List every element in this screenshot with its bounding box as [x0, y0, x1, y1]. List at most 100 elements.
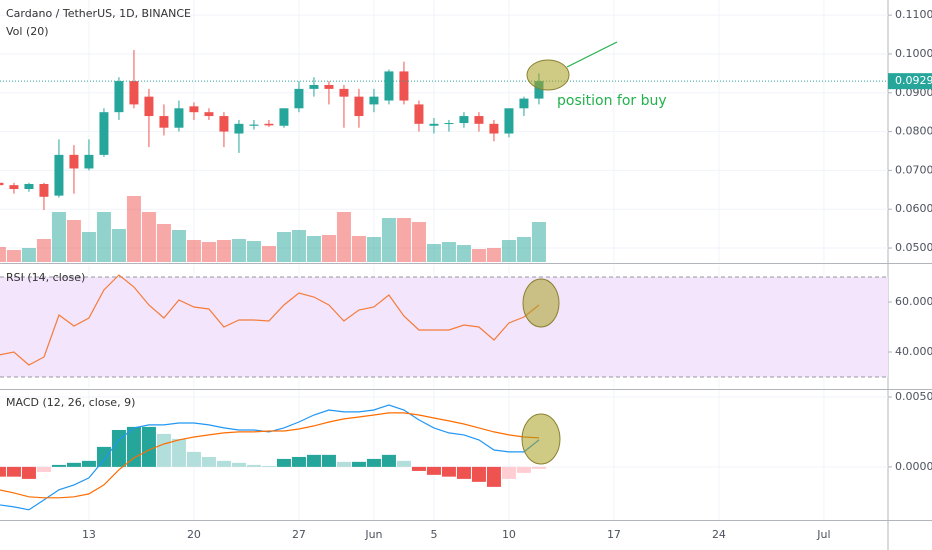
macd-histogram-bar: [96, 446, 111, 467]
x-tick-label: 27: [292, 528, 306, 541]
candle-body: [54, 154, 64, 196]
candle-body: [189, 106, 199, 113]
candle-body: [384, 71, 394, 101]
volume-bar: [0, 247, 6, 262]
macd-histogram-bar: [456, 466, 471, 479]
macd-histogram-bar: [81, 460, 96, 467]
candle-body: [309, 85, 319, 89]
x-tick-label: 24: [712, 528, 726, 541]
macd-histogram-bar: [276, 458, 291, 467]
x-tick-label: 10: [502, 528, 516, 541]
candle-body: [69, 154, 79, 169]
macd-histogram-bar: [201, 456, 216, 467]
candle-body: [204, 112, 214, 117]
y-tick-label: 0.11000: [895, 8, 932, 21]
signal-line: [0, 412, 540, 499]
volume-bar: [501, 240, 516, 262]
macd-histogram-bar: [351, 461, 366, 467]
volume-bar: [321, 235, 336, 262]
macd-histogram-bar: [486, 466, 501, 487]
volume-title: Vol (20): [6, 25, 49, 38]
candle-body: [234, 123, 244, 134]
volume-bar: [216, 240, 231, 262]
volume-bar: [291, 230, 306, 262]
macd-histogram-bar: [0, 466, 6, 477]
candle-body: [0, 182, 4, 186]
candle-body: [489, 123, 499, 134]
candle-body: [84, 154, 94, 169]
rsi-line: [0, 274, 540, 366]
rsi-title: RSI (14, close): [6, 271, 85, 284]
macd-histogram-bar: [291, 456, 306, 467]
candle-body: [519, 98, 529, 109]
macd-histogram-bar: [381, 454, 396, 467]
x-tick-label: Jun: [364, 528, 382, 541]
annotation: position for buy: [557, 93, 667, 109]
macd-histogram-bar: [261, 465, 276, 467]
macd-histogram-bar: [501, 466, 516, 479]
volume-bar: [186, 240, 201, 262]
overlay: [521, 41, 618, 465]
candle-body: [324, 85, 334, 89]
x-tick-label: 5: [430, 528, 437, 541]
macd-histogram-bar: [21, 466, 36, 479]
candle-body: [114, 81, 124, 113]
x-tick-label: 17: [607, 528, 621, 541]
volume-bar: [441, 242, 456, 262]
macd-histogram-bar: [366, 458, 381, 467]
volume-bar: [6, 250, 21, 262]
volume-bar: [36, 239, 51, 262]
candle-body: [534, 81, 544, 99]
macd-histogram-bar: [66, 462, 81, 467]
candle-body: [264, 123, 274, 126]
macd-histogram-bar: [126, 426, 141, 467]
macd-histogram-bar: [171, 438, 186, 467]
candle-body: [294, 88, 304, 109]
macd-histogram-bar: [156, 433, 171, 467]
volume-bar: [141, 212, 156, 262]
volume-bar: [81, 232, 96, 262]
last-price-label: 0.09299: [895, 74, 932, 87]
highlight-ellipse: [522, 278, 560, 328]
candle-body: [159, 116, 169, 128]
candle-body: [399, 71, 409, 101]
macd-histogram-bar: [441, 466, 456, 477]
candle-body: [219, 116, 229, 132]
volume-bar: [261, 246, 276, 262]
candle-body: [24, 183, 34, 190]
macd-histogram-bar: [216, 460, 231, 467]
volume-bar: [276, 232, 291, 262]
volume-bar: [426, 244, 441, 262]
macd-histogram-bar: [141, 426, 156, 467]
macd-histogram-bar: [306, 454, 321, 467]
macd-histogram-bar: [396, 460, 411, 467]
volume-bar: [396, 218, 411, 262]
macd-histogram-bar: [321, 454, 336, 467]
candle-body: [429, 123, 439, 126]
labels: Cardano / TetherUS, 1D, BINANCE Vol (20)…: [6, 7, 932, 541]
macd-title: MACD (12, 26, close, 9): [6, 396, 135, 409]
macd-histogram-bar: [111, 429, 126, 467]
macd-histogram-bar: [426, 466, 441, 475]
volume-bar: [246, 241, 261, 262]
volume-bar: [336, 212, 351, 262]
candle-body: [144, 96, 154, 117]
volume-bar: [471, 249, 486, 262]
arrow-line: [566, 41, 618, 68]
macd-histogram-bar: [516, 466, 531, 473]
candle-body: [504, 108, 514, 134]
candle-body: [279, 108, 289, 126]
candle-body: [129, 81, 139, 105]
candle-body: [354, 96, 364, 117]
candle-body: [369, 96, 379, 105]
candle-body: [9, 185, 19, 190]
volume-bar: [531, 222, 546, 262]
x-tick-label: 13: [82, 528, 96, 541]
